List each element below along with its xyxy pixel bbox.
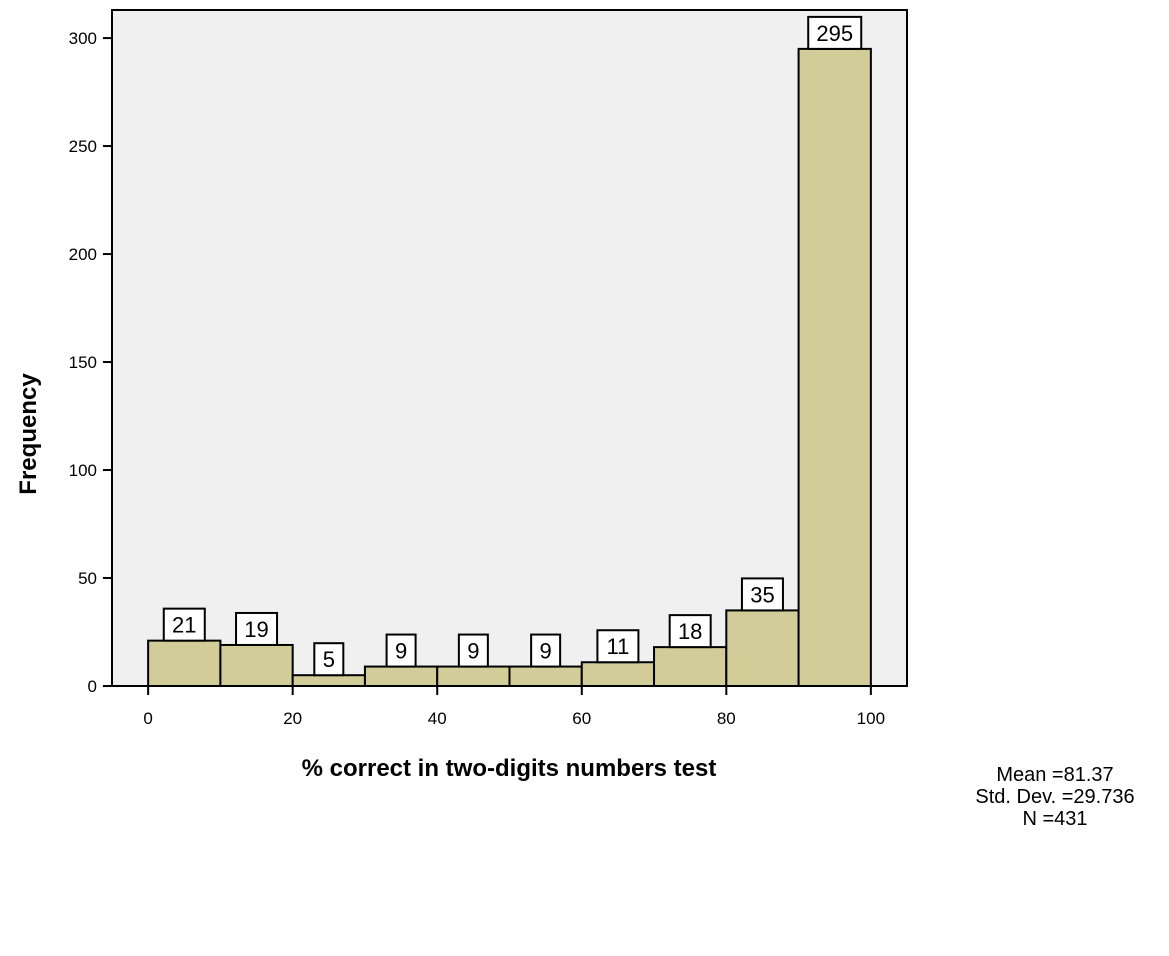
bar-label-box bbox=[162, 607, 206, 642]
bar-80-90 bbox=[725, 609, 800, 687]
bar-label-text: 21 bbox=[172, 613, 196, 638]
bar-label-text: 18 bbox=[678, 619, 702, 644]
bar-label-90-100: 295 bbox=[807, 15, 863, 50]
y-axis-title: Frequency bbox=[15, 373, 42, 495]
bar-90-100 bbox=[797, 47, 872, 687]
bar-label-20-30: 5 bbox=[313, 642, 345, 677]
x-tick-label: 80 bbox=[717, 709, 736, 728]
mean-stat: Mean =81.37 bbox=[996, 764, 1114, 786]
bar-50-60 bbox=[508, 665, 583, 688]
bar-label-70-80: 18 bbox=[668, 614, 712, 649]
n-stat: N =431 bbox=[1022, 808, 1088, 830]
x-tick-label: 100 bbox=[857, 709, 885, 728]
bar-label-box bbox=[385, 633, 417, 668]
bar-label-box bbox=[596, 629, 640, 664]
bar-label-box bbox=[530, 633, 562, 668]
bar-label-box bbox=[668, 614, 712, 649]
y-tick-label: 150 bbox=[69, 353, 97, 372]
bar-label-40-50: 9 bbox=[457, 633, 489, 668]
statistics-summary: Mean =81.37 Std. Dev. =29.736 N =431 bbox=[940, 764, 1169, 830]
x-axis-title: % correct in two-digits numbers test bbox=[302, 755, 717, 782]
bar-label-text: 295 bbox=[816, 21, 853, 46]
bar-label-50-60: 9 bbox=[530, 633, 562, 668]
bar-label-text: 35 bbox=[750, 582, 774, 607]
x-tick-label: 0 bbox=[143, 709, 152, 728]
bar-10-20 bbox=[219, 643, 294, 687]
x-tick-label: 60 bbox=[572, 709, 591, 728]
bar-70-80 bbox=[653, 646, 728, 687]
y-tick-label: 300 bbox=[69, 29, 97, 48]
bar-label-text: 9 bbox=[395, 639, 407, 664]
bar-label-text: 9 bbox=[467, 639, 479, 664]
x-tick-label: 40 bbox=[428, 709, 447, 728]
y-tick-label: 250 bbox=[69, 137, 97, 156]
y-tick-label: 50 bbox=[78, 569, 97, 588]
bar-label-box bbox=[740, 577, 784, 612]
y-tick-label: 0 bbox=[88, 677, 97, 696]
y-tick-label: 200 bbox=[69, 245, 97, 264]
bar-label-10-20: 19 bbox=[235, 611, 279, 646]
bar-label-text: 19 bbox=[244, 617, 268, 642]
x-axis: 0 20 40 60 80 100 bbox=[143, 686, 885, 728]
bar-label-text: 9 bbox=[540, 639, 552, 664]
bar-0-10 bbox=[147, 639, 222, 688]
bar-30-40 bbox=[363, 665, 439, 688]
y-tick-label: 100 bbox=[69, 461, 97, 480]
bar-label-box bbox=[807, 15, 863, 50]
bar-label-0-10: 21 bbox=[162, 607, 206, 642]
bar-label-text: 11 bbox=[606, 634, 629, 659]
bar-label-box bbox=[457, 633, 489, 668]
bar-label-box bbox=[313, 642, 345, 677]
bar-labels: 21 19 5 9 9 9 11 18 35 295 bbox=[162, 15, 863, 677]
bar-40-50 bbox=[436, 665, 511, 688]
std-dev-stat: Std. Dev. =29.736 bbox=[975, 786, 1135, 808]
y-axis: 0 50 100 150 200 250 300 bbox=[69, 29, 112, 696]
bar-label-box bbox=[235, 611, 279, 646]
bar-label-30-40: 9 bbox=[385, 633, 417, 668]
x-tick-label: 20 bbox=[283, 709, 302, 728]
bar-label-60-70: 11 bbox=[596, 629, 640, 664]
bar-60-70 bbox=[580, 661, 656, 687]
bar-label-text: 5 bbox=[323, 647, 335, 672]
bar-20-30 bbox=[291, 674, 366, 688]
bar-label-80-90: 35 bbox=[740, 577, 784, 612]
plot-area bbox=[111, 9, 908, 687]
